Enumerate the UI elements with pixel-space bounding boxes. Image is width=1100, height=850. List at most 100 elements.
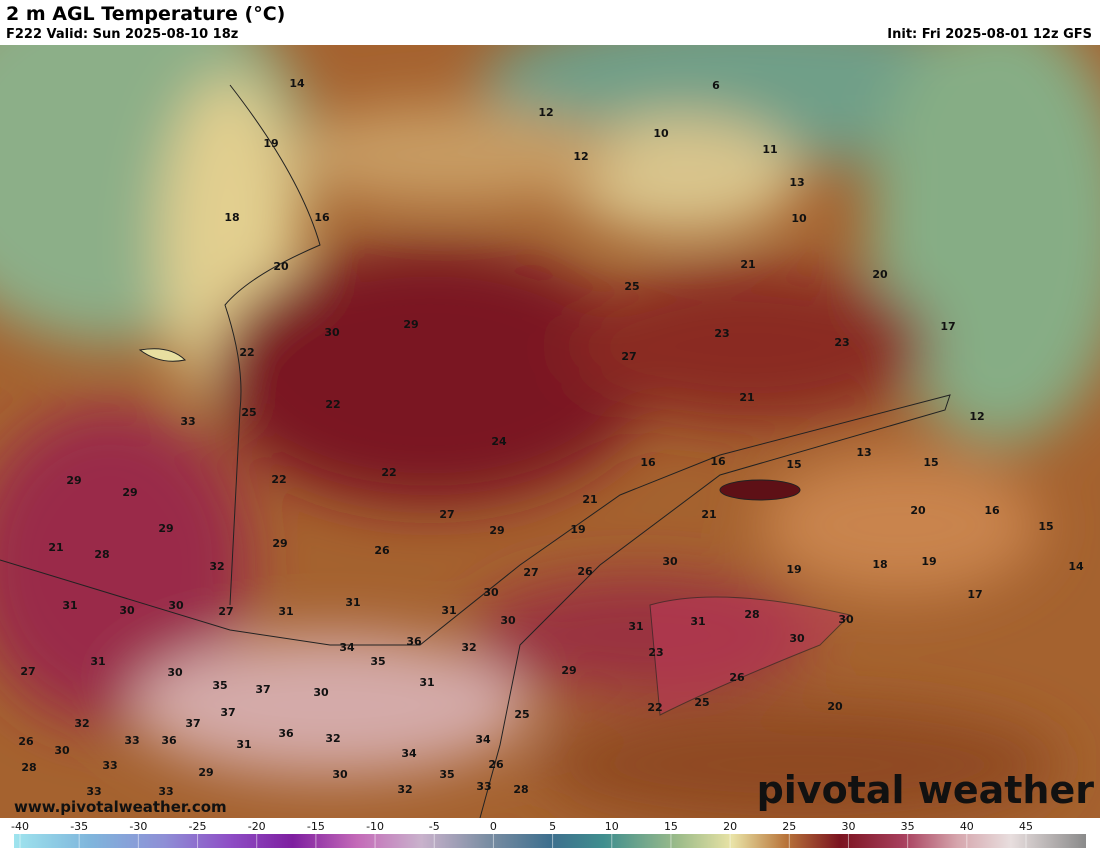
temperature-label: 33 (102, 759, 117, 772)
watermark-url: www.pivotalweather.com (14, 798, 227, 816)
temperature-label: 20 (910, 504, 926, 517)
temperature-label: 19 (263, 137, 278, 150)
colorbar-tick-label: -5 (429, 820, 440, 833)
temperature-label: 31 (690, 615, 705, 628)
temperature-label: 10 (791, 212, 807, 225)
colorbar-tick-label: 25 (782, 820, 796, 833)
temperature-label: 11 (762, 143, 777, 156)
temperature-label: 31 (90, 655, 105, 668)
temperature-label: 22 (325, 398, 340, 411)
temperature-label: 33 (124, 734, 139, 747)
temperature-label: 32 (74, 717, 89, 730)
temperature-label: 27 (439, 508, 454, 521)
temperature-label: 12 (538, 106, 553, 119)
temperature-label: 14 (1068, 560, 1084, 573)
temperature-label: 16 (710, 455, 726, 468)
temperature-label: 23 (714, 327, 729, 340)
temperature-label: 22 (239, 346, 254, 359)
temperature-label: 25 (241, 406, 256, 419)
temperature-label: 30 (168, 599, 184, 612)
temperature-label: 20 (273, 260, 289, 273)
colorbar-tick-label: 15 (664, 820, 678, 833)
temperature-label: 21 (582, 493, 597, 506)
colorbar (14, 834, 1086, 848)
temperature-label: 32 (209, 560, 224, 573)
colorbar-tick-label: 35 (901, 820, 915, 833)
init-time: Init: Fri 2025-08-01 12z GFS (887, 27, 1092, 42)
temperature-label: 36 (161, 734, 177, 747)
temperature-label: 18 (224, 211, 239, 224)
temperature-label: 26 (374, 544, 390, 557)
temperature-label: 29 (489, 524, 504, 537)
temperature-label: 17 (940, 320, 955, 333)
temperature-label: 27 (523, 566, 538, 579)
temperature-label: 30 (54, 744, 70, 757)
colorbar-tick-label: -10 (366, 820, 384, 833)
temperature-label: 31 (441, 604, 456, 617)
temperature-label: 32 (397, 783, 412, 796)
temperature-label: 20 (872, 268, 888, 281)
temperature-label: 35 (370, 655, 385, 668)
colorbar-tick-label: -35 (70, 820, 88, 833)
temperature-label: 21 (739, 391, 754, 404)
temperature-label: 14 (289, 77, 305, 90)
temperature-label: 12 (969, 410, 984, 423)
temperature-label: 31 (345, 596, 360, 609)
temperature-label: 27 (20, 665, 35, 678)
temperature-label: 29 (198, 766, 213, 779)
colorbar-tick-label: -15 (307, 820, 325, 833)
colorbar-tick-label: -25 (189, 820, 207, 833)
temperature-label: 37 (220, 706, 235, 719)
temperature-label: 27 (621, 350, 636, 363)
temperature-label: 31 (628, 620, 643, 633)
temperature-label: 31 (278, 605, 293, 618)
temperature-label: 28 (21, 761, 36, 774)
temperature-label: 30 (167, 666, 183, 679)
temperature-label: 29 (122, 486, 137, 499)
temperature-field (0, 45, 1100, 818)
temperature-label: 31 (236, 738, 251, 751)
temperature-label: 28 (744, 608, 759, 621)
temperature-label: 31 (62, 599, 77, 612)
temperature-label: 25 (624, 280, 639, 293)
temperature-label: 30 (324, 326, 340, 339)
colorbar-tick-label: 20 (723, 820, 737, 833)
temperature-label: 13 (856, 446, 871, 459)
temperature-label: 26 (18, 735, 34, 748)
temperature-label: 30 (662, 555, 678, 568)
temperature-label: 16 (314, 211, 330, 224)
temperature-label: 29 (158, 522, 173, 535)
temperature-label: 35 (212, 679, 227, 692)
valid-time: F222 Valid: Sun 2025-08-10 18z (6, 27, 239, 42)
colorbar-tick-label: 10 (605, 820, 619, 833)
temperature-label: 30 (500, 614, 516, 627)
temperature-label: 33 (86, 785, 101, 798)
temperature-label: 27 (218, 605, 233, 618)
colorbar-tick-label: -20 (248, 820, 266, 833)
colorbar-tick-label: -40 (11, 820, 29, 833)
title: 2 m AGL Temperature (°C) (6, 3, 286, 25)
temperature-label: 16 (984, 504, 1000, 517)
temperature-label: 20 (827, 700, 843, 713)
temperature-label: 15 (923, 456, 938, 469)
temperature-label: 24 (491, 435, 507, 448)
temperature-label: 34 (401, 747, 417, 760)
temperature-label: 10 (653, 127, 669, 140)
temperature-label: 37 (185, 717, 200, 730)
temperature-label: 25 (514, 708, 529, 721)
temperature-label: 32 (325, 732, 340, 745)
temperature-label: 19 (570, 523, 585, 536)
temperature-label: 15 (786, 458, 801, 471)
colorbar-tick-label: 40 (960, 820, 974, 833)
temperature-label: 31 (419, 676, 434, 689)
temperature-label: 19 (921, 555, 936, 568)
temperature-label: 37 (255, 683, 270, 696)
temperature-label: 19 (786, 563, 801, 576)
map: www.pivotalweather.com pivotal weather 1… (0, 45, 1100, 848)
temperature-label: 35 (439, 768, 454, 781)
temperature-label: 33 (180, 415, 195, 428)
temperature-label: 36 (278, 727, 294, 740)
temperature-label: 34 (339, 641, 355, 654)
temperature-label: 22 (647, 701, 662, 714)
